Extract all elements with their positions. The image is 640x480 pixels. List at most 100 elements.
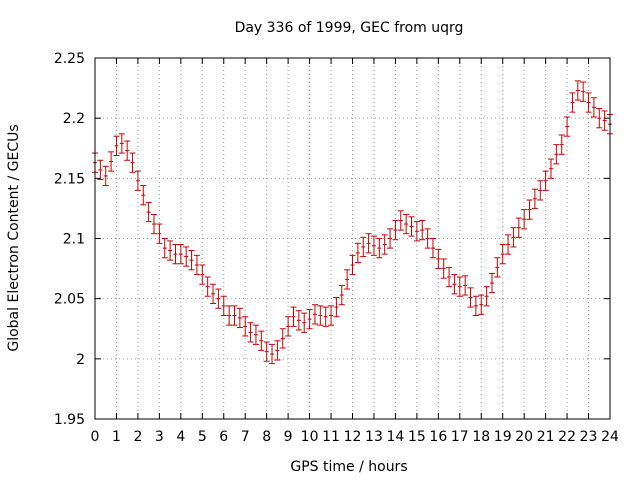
data-point <box>333 296 340 318</box>
data-point <box>424 228 431 249</box>
x-tick-label: 22 <box>558 429 576 445</box>
y-tick-label: 1.95 <box>54 412 85 428</box>
x-tick-label: 3 <box>155 429 164 445</box>
x-tick-label: 24 <box>601 429 619 445</box>
x-tick-label: 10 <box>301 429 319 445</box>
data-point <box>440 258 447 279</box>
data-point <box>113 135 120 156</box>
data-point <box>397 210 404 231</box>
data-point <box>279 328 286 349</box>
x-tick-label: 15 <box>408 429 426 445</box>
data-point <box>547 158 554 179</box>
data-point <box>419 219 426 241</box>
data-point <box>451 274 458 295</box>
data-point <box>435 248 442 270</box>
x-tick-label: 0 <box>91 429 100 445</box>
data-point <box>596 108 603 129</box>
data-point <box>472 295 479 317</box>
y-tick-label: 2.15 <box>54 171 85 187</box>
data-point <box>215 288 222 309</box>
data-point <box>102 165 109 187</box>
x-axis-label: GPS time / hours <box>290 459 407 475</box>
data-point <box>188 250 195 271</box>
data-point <box>392 219 399 241</box>
data-point <box>220 295 227 317</box>
data-point <box>413 221 420 242</box>
data-point <box>183 246 190 267</box>
data-point <box>301 312 308 333</box>
data-point <box>558 134 565 155</box>
data-point <box>531 188 538 209</box>
data-point <box>290 306 297 327</box>
data-point <box>569 92 576 113</box>
x-tick-label: 12 <box>344 429 362 445</box>
x-tick-label: 20 <box>515 429 533 445</box>
data-point <box>156 223 163 244</box>
y-tick-label: 2.05 <box>54 292 85 308</box>
data-point <box>124 140 131 161</box>
data-point <box>108 151 115 172</box>
data-point <box>338 284 345 306</box>
x-tick-label: 9 <box>284 429 293 445</box>
x-tick-label: 6 <box>219 429 228 445</box>
data-point <box>349 254 356 276</box>
data-point <box>580 81 587 102</box>
data-point <box>510 227 517 248</box>
data-point <box>328 305 335 326</box>
plot-frame <box>94 57 611 420</box>
data-point <box>226 305 233 326</box>
data-point <box>456 276 463 297</box>
x-tick-label: 11 <box>322 429 340 445</box>
x-tick-label: 8 <box>262 429 271 445</box>
x-tick-label: 13 <box>365 429 383 445</box>
x-tick-label: 17 <box>451 429 469 445</box>
data-point <box>537 180 544 201</box>
data-point <box>499 244 506 265</box>
data-point <box>172 244 179 265</box>
data-point <box>429 238 436 259</box>
data-point <box>285 316 292 337</box>
data-point <box>317 305 324 326</box>
data-point <box>381 234 388 255</box>
y-tick-label: 2.25 <box>54 51 85 67</box>
data-point <box>306 308 313 330</box>
y-tick-label: 2 <box>76 352 85 368</box>
data-point <box>140 185 147 206</box>
data-point <box>167 240 174 261</box>
y-tick-label: 2.1 <box>63 232 85 248</box>
data-point <box>601 110 608 131</box>
data-point <box>462 275 469 296</box>
x-axis-ticks: 0 1 2 3 4 5 6 7 8 9 10 11 12 13 14 15 16 17 18 19 20 21 22 23 24 <box>91 58 619 445</box>
data-point <box>236 307 243 329</box>
data-point <box>483 286 490 307</box>
data-points <box>92 80 613 365</box>
data-point <box>505 234 512 255</box>
data-point <box>242 316 249 337</box>
data-point <box>269 343 276 365</box>
grid-lines <box>95 58 610 419</box>
data-point <box>564 116 571 137</box>
x-tick-label: 19 <box>494 429 512 445</box>
data-point <box>247 322 254 343</box>
x-tick-label: 2 <box>133 429 142 445</box>
data-point <box>322 306 329 327</box>
data-point <box>387 228 394 249</box>
data-point <box>376 238 383 259</box>
data-point <box>553 144 560 165</box>
data-point <box>118 133 125 154</box>
data-point <box>311 304 318 325</box>
x-tick-label: 14 <box>387 429 405 445</box>
data-point <box>365 233 372 254</box>
data-point <box>263 341 270 362</box>
y-axis-label: Global Electron Content / GECUs <box>6 124 22 351</box>
data-point <box>258 330 265 351</box>
data-point <box>177 244 184 265</box>
data-point <box>199 264 206 285</box>
data-point <box>370 235 377 256</box>
data-point <box>161 238 168 259</box>
data-point <box>488 272 495 294</box>
y-axis-ticks: 1.95 2 2.05 2.1 2.15 2.2 2.25 <box>54 51 610 428</box>
data-point <box>515 217 522 238</box>
x-tick-label: 16 <box>429 429 447 445</box>
